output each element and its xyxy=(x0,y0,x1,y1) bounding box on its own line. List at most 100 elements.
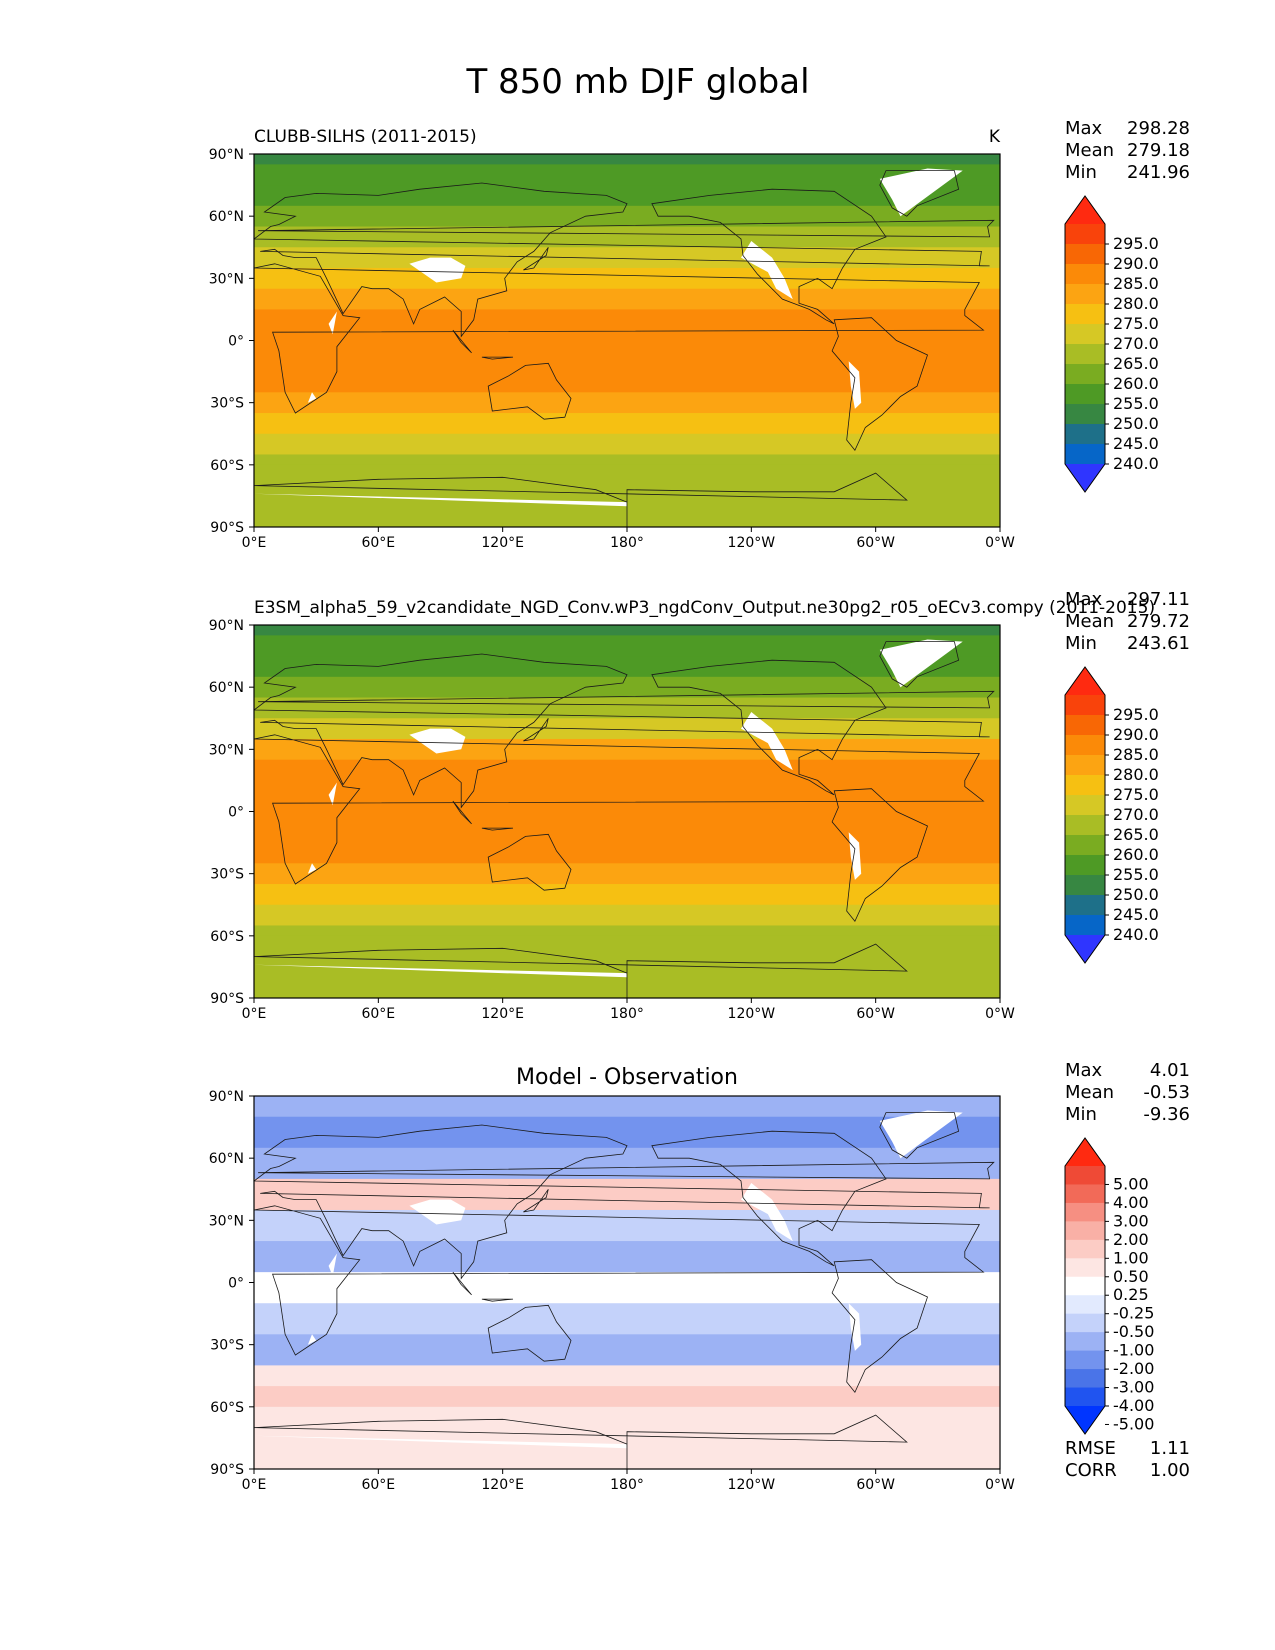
colorbar-label: -5.00 xyxy=(1113,1414,1154,1433)
map-area xyxy=(254,1096,1000,1469)
masked-region xyxy=(741,712,793,771)
colorbar-segment xyxy=(1065,384,1105,405)
coastline xyxy=(481,827,514,831)
field-band xyxy=(254,454,1000,466)
coastline xyxy=(831,317,928,452)
masked-region xyxy=(307,1334,317,1345)
stat-label: Mean xyxy=(1065,1082,1114,1103)
field-band xyxy=(254,738,1000,761)
colorbar-extend-min xyxy=(1065,1406,1105,1434)
coastline xyxy=(831,1259,928,1394)
colorbar-segment xyxy=(1065,815,1105,836)
stat-value: 279.72 xyxy=(1127,611,1190,632)
panel-left-title: CLUBB-SILHS (2011-2015) xyxy=(254,127,477,147)
stat-value: 241.96 xyxy=(1127,162,1190,183)
colorbar-segment xyxy=(1065,304,1105,325)
coastline xyxy=(487,833,572,891)
stat-value: 297.11 xyxy=(1127,589,1190,610)
metric-label: RMSE xyxy=(1065,1438,1116,1459)
coastline xyxy=(879,1112,960,1159)
x-tick-label: 180° xyxy=(610,1477,644,1493)
colorbar-segment xyxy=(1065,795,1105,816)
masked-region xyxy=(409,1199,466,1225)
field-band xyxy=(254,433,1000,456)
colorbar-label: 270.0 xyxy=(1113,805,1159,824)
masked-region xyxy=(848,832,862,880)
x-tick-label: 120°E xyxy=(481,1477,524,1493)
field-band xyxy=(254,780,1000,802)
metric-value: 1.00 xyxy=(1150,1460,1190,1481)
colorbar-segment xyxy=(1065,224,1105,245)
field-band xyxy=(254,759,1000,782)
colorbar-label: 285.0 xyxy=(1113,274,1159,293)
colorbar-label: 260.0 xyxy=(1113,845,1159,864)
colorbar-label: 255.0 xyxy=(1113,865,1159,884)
x-tick-label: 60°W xyxy=(856,535,895,551)
colorbar-segment xyxy=(1065,1332,1105,1352)
colorbar-label: 265.0 xyxy=(1113,825,1159,844)
stat-label: Min xyxy=(1065,633,1097,654)
field-band xyxy=(254,1272,1000,1304)
colorbar: 5.004.003.002.001.000.500.25-0.25-0.50-1… xyxy=(1064,1137,1154,1435)
masked-region xyxy=(328,1253,337,1277)
y-tick-label: 60°N xyxy=(209,209,244,225)
colorbar-extend-min xyxy=(1065,935,1105,963)
x-tick-label: 60°W xyxy=(856,1006,895,1022)
colorbar-label: -1.00 xyxy=(1113,1341,1154,1360)
stat-value: -0.53 xyxy=(1143,1082,1190,1103)
colorbar-extend-max xyxy=(1065,667,1105,695)
field-band xyxy=(254,288,1000,311)
panel-right-title: K xyxy=(989,127,1001,147)
panel-center-title: Model - Observation xyxy=(516,1065,738,1090)
stat-label: Min xyxy=(1065,162,1097,183)
field-band xyxy=(254,226,1000,248)
coastline xyxy=(254,182,990,338)
coastline xyxy=(258,219,995,238)
field-band xyxy=(254,164,1000,186)
stat-label: Max xyxy=(1065,589,1103,610)
y-tick-label: 60°N xyxy=(209,680,244,696)
coastline xyxy=(487,362,572,420)
colorbar-segment xyxy=(1065,1184,1105,1204)
masked-region xyxy=(328,782,337,806)
stat-label: Max xyxy=(1065,1060,1103,1081)
masked-region xyxy=(741,1183,793,1242)
colorbar-label: 245.0 xyxy=(1113,434,1159,453)
coastline xyxy=(831,788,928,923)
colorbar-label: -4.00 xyxy=(1113,1396,1154,1415)
colorbar-segment xyxy=(1065,835,1105,856)
y-tick-label: 90°N xyxy=(209,618,244,634)
colorbar-segment xyxy=(1065,1258,1105,1278)
colorbar-segment xyxy=(1065,775,1105,796)
y-tick-label: 60°S xyxy=(210,1400,244,1416)
field-band xyxy=(254,392,1000,414)
y-tick-label: 90°N xyxy=(209,147,244,163)
colorbar-label: 3.00 xyxy=(1113,1211,1149,1230)
field-band xyxy=(254,330,1000,352)
x-tick-label: 120°W xyxy=(728,1477,776,1493)
coastline xyxy=(651,1130,887,1267)
colorbar-segment xyxy=(1065,1350,1105,1370)
x-tick-label: 120°W xyxy=(728,535,776,551)
field-band xyxy=(254,350,1000,373)
panel-difference: 0°E 60°E 120°E 180° 120°W 60°W 0°W 90°N 60°N 30°N… xyxy=(209,1060,1190,1493)
field-band xyxy=(254,842,1000,864)
coastline xyxy=(258,1161,995,1180)
coastline xyxy=(452,329,472,354)
x-tick-label: 0°W xyxy=(985,1006,1015,1022)
colorbar-label: 250.0 xyxy=(1113,414,1159,433)
colorbar-label: 295.0 xyxy=(1113,234,1159,253)
field-band xyxy=(254,1116,1000,1149)
panel-reference: 0°E 60°E 120°E 180° 120°W 60°W 0°W 90°N 60°N 30°N… xyxy=(209,589,1190,1022)
masked-region xyxy=(879,1110,963,1159)
y-tick-label: 30°S xyxy=(210,867,244,883)
colorbar-segment xyxy=(1065,715,1105,736)
x-tick-label: 180° xyxy=(610,535,644,551)
colorbar-label: 5.00 xyxy=(1113,1174,1149,1193)
colorbar-label: -0.25 xyxy=(1113,1304,1154,1323)
coastline xyxy=(523,247,549,271)
colorbar-label: 1.00 xyxy=(1113,1248,1149,1267)
stat-label: Max xyxy=(1065,118,1103,139)
stat-value: 243.61 xyxy=(1127,633,1190,654)
masked-region xyxy=(328,311,337,335)
